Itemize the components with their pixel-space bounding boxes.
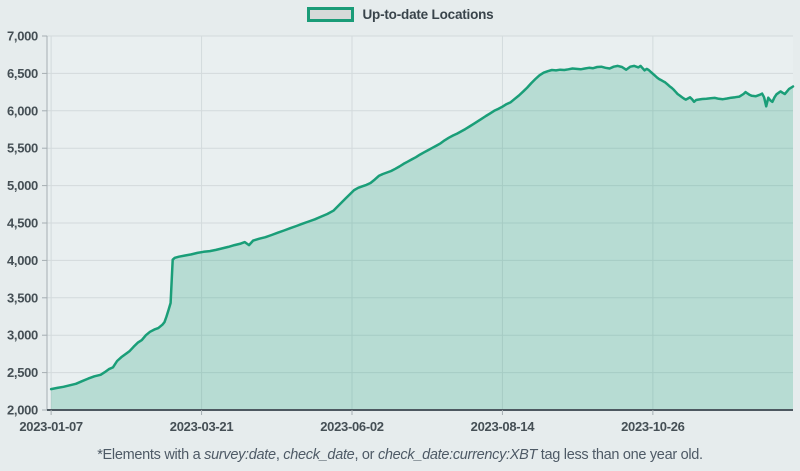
y-tick-label: 4,000 bbox=[7, 253, 38, 268]
legend-swatch-icon bbox=[306, 7, 354, 22]
y-tick-label: 3,000 bbox=[7, 328, 38, 343]
x-tick-label: 2023-10-26 bbox=[621, 419, 685, 434]
x-tick-label: 2023-08-14 bbox=[471, 419, 536, 434]
y-tick-label: 2,500 bbox=[7, 365, 38, 380]
footnote-tag-check-date-currency-xbt: check_date:currency:XBT bbox=[377, 447, 538, 463]
x-tick-label: 2023-03-21 bbox=[170, 419, 234, 434]
y-tick-label: 6,500 bbox=[7, 66, 38, 81]
series-area bbox=[51, 65, 794, 411]
footnote-tag-survey-date: survey:date bbox=[204, 447, 276, 463]
y-tick-label: 6,000 bbox=[7, 103, 38, 118]
y-tick-label: 4,500 bbox=[7, 216, 38, 231]
footnote-text-suffix: tag less than one year old. bbox=[537, 447, 703, 463]
y-tick-label: 5,000 bbox=[7, 178, 38, 193]
footnote-tag-check-date: check_date bbox=[283, 447, 355, 463]
x-tick-label: 2023-01-07 bbox=[19, 419, 83, 434]
footnote-separator-1: , bbox=[275, 447, 284, 463]
y-tick-label: 7,000 bbox=[7, 29, 38, 44]
footnote-text-prefix: *Elements with a bbox=[97, 447, 205, 463]
y-tick-label: 3,500 bbox=[7, 290, 38, 305]
legend[interactable]: Up-to-date Locations bbox=[0, 7, 800, 22]
footnote-separator-2: , or bbox=[354, 447, 378, 463]
series-line bbox=[49, 64, 795, 391]
legend-label: Up-to-date Locations bbox=[362, 7, 494, 22]
x-tick-label: 2023-06-02 bbox=[320, 419, 384, 434]
footnote: *Elements with a survey:date, check_date… bbox=[0, 447, 800, 463]
y-tick-label: 5,500 bbox=[7, 141, 38, 156]
y-tick-label: 2,000 bbox=[7, 403, 38, 418]
